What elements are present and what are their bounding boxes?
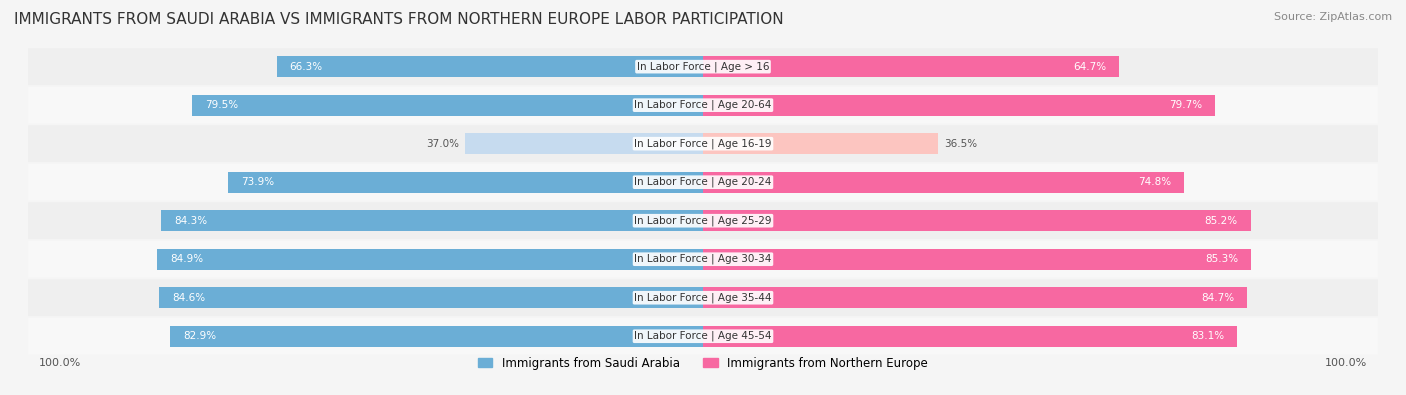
FancyBboxPatch shape [28, 279, 1378, 316]
Text: 64.7%: 64.7% [1073, 62, 1107, 71]
FancyBboxPatch shape [28, 48, 1378, 85]
Text: 66.3%: 66.3% [290, 62, 323, 71]
Text: 84.7%: 84.7% [1201, 293, 1234, 303]
Bar [703, 94, 1215, 116]
Text: In Labor Force | Age 45-54: In Labor Force | Age 45-54 [634, 331, 772, 342]
Text: In Labor Force | Age 20-64: In Labor Force | Age 20-64 [634, 100, 772, 111]
FancyBboxPatch shape [28, 318, 1378, 355]
Text: IMMIGRANTS FROM SAUDI ARABIA VS IMMIGRANTS FROM NORTHERN EUROPE LABOR PARTICIPAT: IMMIGRANTS FROM SAUDI ARABIA VS IMMIGRAN… [14, 12, 783, 27]
Text: 79.7%: 79.7% [1170, 100, 1202, 110]
Text: 83.1%: 83.1% [1191, 331, 1225, 341]
Text: 84.3%: 84.3% [174, 216, 207, 226]
Bar [162, 210, 703, 231]
Text: 73.9%: 73.9% [240, 177, 274, 187]
Text: In Labor Force | Age 35-44: In Labor Force | Age 35-44 [634, 292, 772, 303]
Text: In Labor Force | Age 30-34: In Labor Force | Age 30-34 [634, 254, 772, 265]
Bar [228, 171, 703, 193]
Bar [157, 248, 703, 270]
Text: 85.3%: 85.3% [1205, 254, 1239, 264]
Text: 85.2%: 85.2% [1205, 216, 1237, 226]
FancyBboxPatch shape [28, 87, 1378, 124]
Bar [159, 287, 703, 308]
Text: In Labor Force | Age > 16: In Labor Force | Age > 16 [637, 61, 769, 72]
Bar [703, 171, 1184, 193]
Bar [703, 210, 1250, 231]
Bar [703, 287, 1247, 308]
Bar [277, 56, 703, 77]
Bar [703, 133, 938, 154]
Text: 82.9%: 82.9% [183, 331, 217, 341]
Bar [170, 325, 703, 347]
Text: 79.5%: 79.5% [205, 100, 238, 110]
Text: 84.6%: 84.6% [172, 293, 205, 303]
Bar [703, 56, 1119, 77]
FancyBboxPatch shape [28, 164, 1378, 201]
Text: Source: ZipAtlas.com: Source: ZipAtlas.com [1274, 12, 1392, 22]
Bar [703, 248, 1251, 270]
FancyBboxPatch shape [28, 241, 1378, 278]
FancyBboxPatch shape [28, 202, 1378, 239]
Text: 84.9%: 84.9% [170, 254, 204, 264]
Legend: Immigrants from Saudi Arabia, Immigrants from Northern Europe: Immigrants from Saudi Arabia, Immigrants… [474, 352, 932, 374]
Bar [465, 133, 703, 154]
Text: 37.0%: 37.0% [426, 139, 458, 149]
Bar [193, 94, 703, 116]
Text: In Labor Force | Age 20-24: In Labor Force | Age 20-24 [634, 177, 772, 188]
Bar [703, 325, 1237, 347]
Text: 36.5%: 36.5% [943, 139, 977, 149]
Text: In Labor Force | Age 16-19: In Labor Force | Age 16-19 [634, 138, 772, 149]
Text: 74.8%: 74.8% [1137, 177, 1171, 187]
Text: In Labor Force | Age 25-29: In Labor Force | Age 25-29 [634, 215, 772, 226]
FancyBboxPatch shape [28, 125, 1378, 162]
